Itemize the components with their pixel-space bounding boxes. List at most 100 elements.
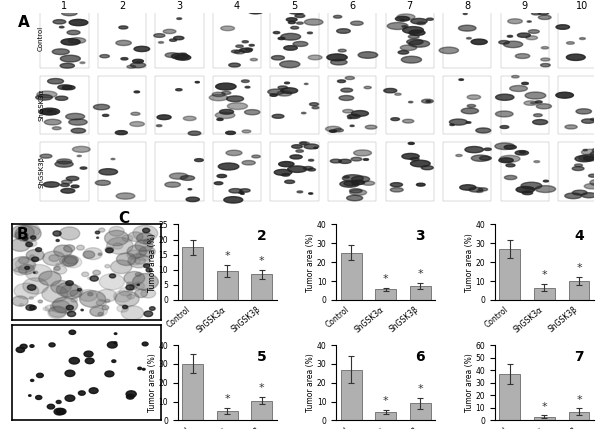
Circle shape	[411, 18, 427, 24]
Circle shape	[130, 121, 145, 127]
Text: *: *	[576, 263, 582, 273]
Circle shape	[137, 61, 141, 63]
Circle shape	[135, 240, 153, 251]
Text: *: *	[259, 256, 265, 266]
Circle shape	[71, 185, 79, 188]
Circle shape	[402, 26, 407, 27]
Circle shape	[532, 12, 541, 15]
Circle shape	[289, 9, 305, 14]
Circle shape	[227, 96, 244, 102]
Circle shape	[496, 111, 513, 117]
Circle shape	[278, 37, 285, 39]
Circle shape	[229, 189, 242, 193]
Circle shape	[460, 185, 476, 190]
Circle shape	[214, 182, 223, 184]
Circle shape	[34, 272, 35, 273]
Text: 7: 7	[574, 350, 584, 364]
Circle shape	[195, 82, 199, 83]
Circle shape	[134, 46, 149, 51]
Circle shape	[113, 243, 122, 249]
Circle shape	[10, 239, 30, 251]
Circle shape	[400, 45, 416, 51]
Circle shape	[103, 115, 109, 116]
Circle shape	[55, 96, 68, 100]
Circle shape	[20, 344, 27, 349]
Circle shape	[19, 304, 23, 306]
Circle shape	[139, 247, 155, 257]
Circle shape	[535, 186, 556, 193]
Text: 5: 5	[292, 1, 298, 11]
Circle shape	[26, 265, 52, 281]
FancyBboxPatch shape	[500, 142, 549, 201]
Circle shape	[61, 184, 69, 187]
Circle shape	[56, 263, 59, 266]
FancyBboxPatch shape	[386, 76, 434, 134]
Circle shape	[350, 190, 367, 195]
Circle shape	[581, 193, 596, 198]
Circle shape	[575, 164, 583, 166]
Circle shape	[458, 25, 476, 31]
Circle shape	[116, 40, 131, 45]
Circle shape	[64, 257, 82, 268]
Circle shape	[163, 29, 176, 33]
Circle shape	[56, 400, 61, 404]
Circle shape	[102, 305, 109, 310]
Circle shape	[329, 130, 337, 132]
Circle shape	[583, 156, 595, 160]
Circle shape	[62, 257, 77, 266]
Circle shape	[285, 180, 295, 184]
Circle shape	[97, 300, 106, 306]
Circle shape	[229, 63, 240, 67]
Circle shape	[232, 50, 240, 53]
Circle shape	[402, 154, 419, 159]
Circle shape	[131, 112, 140, 115]
Circle shape	[23, 237, 28, 240]
Circle shape	[122, 235, 133, 242]
Circle shape	[67, 311, 76, 317]
Circle shape	[281, 11, 284, 12]
Circle shape	[304, 19, 323, 25]
Circle shape	[284, 82, 290, 84]
FancyBboxPatch shape	[213, 142, 261, 201]
FancyBboxPatch shape	[386, 142, 434, 201]
Circle shape	[471, 39, 487, 45]
Circle shape	[134, 290, 147, 298]
Circle shape	[26, 249, 44, 261]
FancyBboxPatch shape	[558, 142, 600, 201]
Text: A: A	[18, 15, 29, 30]
Circle shape	[177, 18, 182, 19]
Bar	[410, 403, 431, 420]
Circle shape	[397, 14, 415, 20]
Circle shape	[583, 149, 587, 151]
Circle shape	[525, 92, 546, 99]
Circle shape	[25, 266, 29, 269]
Bar	[410, 286, 431, 300]
Circle shape	[69, 19, 88, 26]
Circle shape	[183, 116, 196, 121]
Text: *: *	[542, 270, 547, 280]
Circle shape	[30, 255, 34, 258]
Circle shape	[14, 283, 38, 299]
Circle shape	[117, 305, 128, 312]
FancyBboxPatch shape	[213, 9, 261, 68]
Circle shape	[79, 290, 97, 301]
Circle shape	[403, 119, 414, 123]
Circle shape	[524, 101, 538, 106]
Circle shape	[95, 231, 100, 234]
Circle shape	[61, 39, 80, 45]
Y-axis label: Tumor area (%): Tumor area (%)	[465, 233, 474, 292]
Circle shape	[84, 351, 93, 357]
Text: Control: Control	[38, 26, 44, 51]
Circle shape	[290, 155, 302, 159]
Circle shape	[29, 305, 37, 310]
Circle shape	[209, 94, 228, 101]
Circle shape	[581, 119, 595, 123]
Circle shape	[364, 159, 368, 160]
Circle shape	[57, 159, 72, 164]
Circle shape	[94, 104, 110, 110]
Circle shape	[522, 82, 529, 85]
Circle shape	[471, 155, 490, 161]
Circle shape	[409, 30, 425, 36]
Circle shape	[349, 115, 358, 118]
Circle shape	[106, 248, 113, 253]
